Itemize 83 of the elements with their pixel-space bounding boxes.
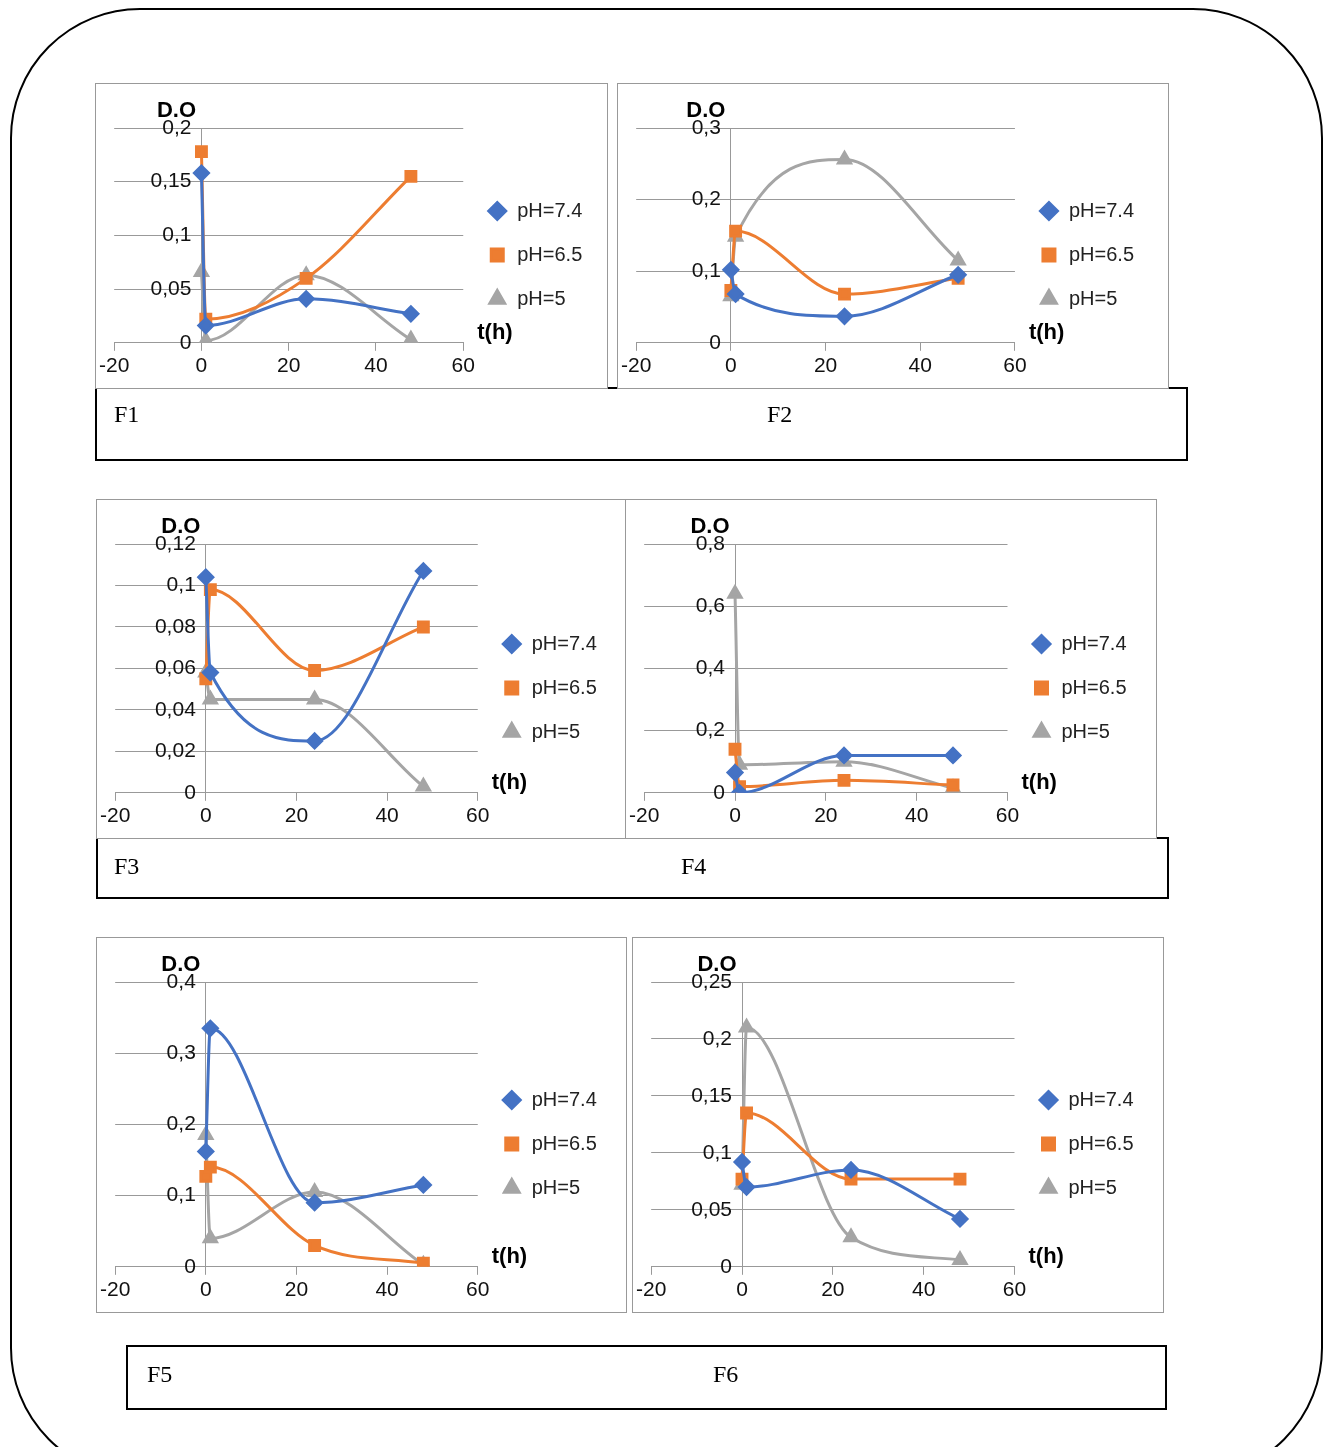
y-tick-label: 0 [184, 1253, 196, 1277]
legend-label: pH=6.5 [531, 675, 597, 698]
y-tick-label: 0,3 [166, 1040, 196, 1063]
x-tick-label: 0 [736, 1277, 748, 1301]
x-tick-label: -20 [621, 353, 652, 377]
y-tick-label: 0,06 [154, 655, 196, 679]
y-tick-label: 0,2 [695, 717, 726, 741]
y-tick-label: 0,1 [162, 222, 192, 246]
x-tick-label: 40 [375, 1277, 399, 1301]
y-tick-label: 0 [184, 779, 196, 803]
legend-label: pH=5 [517, 286, 566, 309]
y-tick-label: 0 [713, 779, 726, 803]
x-tick-label: 60 [1002, 1277, 1027, 1301]
text: F1 [114, 401, 140, 428]
x-tick-label: 0 [199, 1277, 212, 1301]
x-axis-title: t(h) [491, 1242, 528, 1268]
x-tick-label: -20 [100, 1277, 131, 1301]
y-tick-label: 0,15 [150, 168, 192, 192]
y-tick-label: 0,05 [691, 1196, 733, 1220]
x-axis-title: t(h) [491, 768, 528, 794]
legend-label: pH=7.4 [1061, 631, 1127, 654]
x-tick-label: 60 [451, 353, 475, 377]
legend-label: pH=7.4 [1068, 1087, 1134, 1110]
legend-label: pH=6.5 [517, 242, 583, 265]
x-axis-title: t(h) [477, 318, 513, 344]
legend-label: pH=7.4 [531, 1087, 597, 1110]
x-tick-label: 60 [466, 1277, 490, 1301]
x-tick-label: 40 [904, 803, 929, 827]
y-tick-label: 0 [720, 1253, 733, 1277]
legend-label: pH=6.5 [1068, 242, 1135, 265]
legend-label: pH=5 [1068, 1175, 1117, 1198]
y-tick-label: 0,1 [702, 1139, 733, 1163]
legend-label: pH=7.4 [531, 631, 597, 654]
text: F5 [147, 1361, 173, 1388]
y-tick-label: 0,2 [691, 186, 721, 210]
x-tick-label: 20 [821, 1277, 845, 1301]
y-tick-label: 0,15 [691, 1082, 733, 1106]
x-tick-label: 0 [199, 803, 212, 827]
y-tick-label: 0,1 [166, 572, 196, 596]
x-tick-label: 40 [911, 1277, 936, 1301]
y-tick-label: 0,08 [154, 613, 196, 637]
text: F3 [114, 853, 140, 880]
y-tick-label: 0,1 [166, 1182, 196, 1206]
x-tick-label: 40 [908, 353, 932, 377]
x-tick-label: 60 [1003, 353, 1027, 377]
x-tick-label: 20 [284, 803, 309, 827]
x-tick-label: 60 [466, 803, 490, 827]
x-tick-label: 20 [284, 1277, 309, 1301]
x-tick-label: -20 [99, 353, 130, 377]
legend-label: pH=6.5 [1068, 1131, 1134, 1154]
x-axis-title: t(h) [1021, 768, 1057, 794]
y-tick-label: 0,04 [154, 696, 197, 720]
x-tick-label: 20 [277, 353, 301, 377]
x-axis-title: t(h) [1028, 318, 1065, 344]
y-tick-label: 0 [709, 329, 721, 353]
y-tick-label: 0,05 [150, 275, 192, 299]
legend-label: pH=7.4 [1068, 198, 1135, 221]
x-tick-label: 20 [813, 353, 838, 377]
x-tick-label: -20 [636, 1277, 667, 1301]
y-tick-label: 0 [179, 329, 192, 353]
legend-label: pH=7.4 [517, 198, 583, 221]
y-tick-label: 0,02 [154, 738, 196, 762]
y-tick-label: 0,6 [695, 593, 726, 616]
y-tick-label: 0,1 [691, 258, 721, 281]
text: F2 [767, 401, 793, 428]
legend-label: pH=5 [531, 719, 581, 742]
y-tick-label: 0,4 [695, 655, 726, 679]
legend-label: pH=6.5 [1061, 675, 1127, 698]
legend-label: pH=5 [531, 1175, 581, 1198]
legend-label: pH=5 [1068, 286, 1118, 309]
text: F6 [713, 1361, 739, 1388]
text: F4 [681, 853, 707, 880]
x-axis-title: t(h) [1028, 1242, 1064, 1268]
legend-label: pH=5 [1061, 719, 1110, 742]
x-tick-label: -20 [100, 803, 131, 827]
x-tick-label: 20 [814, 803, 838, 827]
x-tick-label: 40 [364, 353, 388, 377]
y-tick-label: 0,2 [166, 1111, 196, 1135]
x-tick-label: -20 [629, 803, 660, 827]
x-tick-label: 40 [375, 803, 399, 827]
legend-label: pH=6.5 [531, 1131, 597, 1154]
y-tick-label: 0,2 [702, 1025, 733, 1049]
x-tick-label: 60 [995, 803, 1020, 827]
